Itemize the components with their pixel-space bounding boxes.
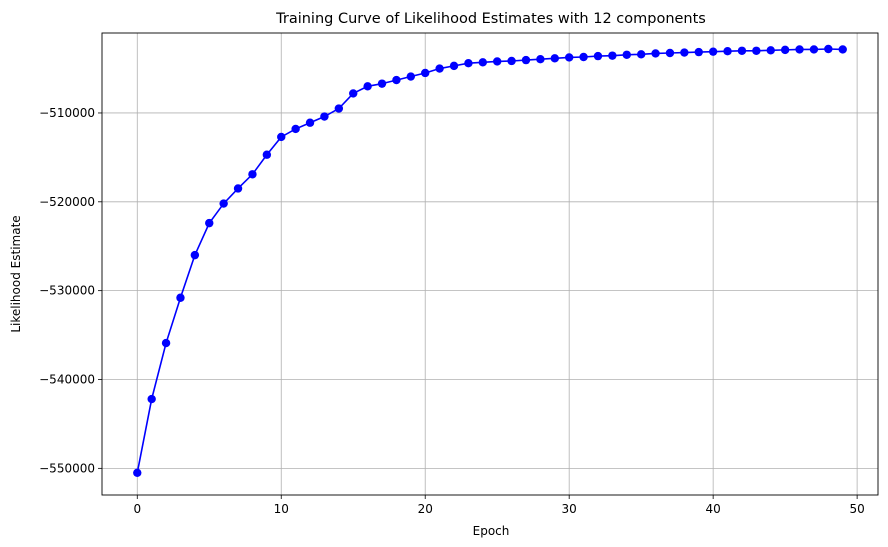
data-point <box>334 104 344 113</box>
y-axis-label: Likelihood Estimate <box>9 215 23 332</box>
data-point <box>507 56 516 66</box>
data-point <box>248 170 257 179</box>
data-point <box>665 48 675 58</box>
data-point <box>277 132 286 142</box>
data-point <box>377 79 387 88</box>
data-point <box>579 52 588 62</box>
data-point <box>550 54 559 63</box>
data-point <box>349 89 358 98</box>
chart-title: Training Curve of Likelihood Estimates w… <box>275 11 706 27</box>
data-point <box>262 150 272 159</box>
x-tick-label: 50 <box>849 502 864 516</box>
data-point <box>564 53 574 62</box>
data-point <box>492 57 502 66</box>
data-point <box>435 64 444 73</box>
series-layer <box>133 44 847 477</box>
data-point <box>161 338 171 348</box>
y-tick-label: −510000 <box>39 106 95 120</box>
data-point <box>752 46 761 55</box>
y-tick-label: −530000 <box>39 284 95 298</box>
data-point <box>219 199 228 208</box>
data-point <box>536 55 545 64</box>
data-point <box>320 112 329 121</box>
axes-frame <box>101 32 879 496</box>
data-point <box>478 58 488 67</box>
data-point <box>176 293 185 302</box>
grid-lines <box>102 33 878 495</box>
x-tick-label: 10 <box>274 502 289 516</box>
data-point <box>392 75 401 85</box>
data-point <box>291 124 300 134</box>
data-point <box>521 55 531 65</box>
data-point <box>622 50 631 59</box>
data-point <box>694 47 703 57</box>
y-tick-label: −540000 <box>39 373 95 387</box>
data-point <box>608 51 617 60</box>
x-tick-label: 20 <box>418 502 433 516</box>
data-point <box>133 468 142 477</box>
data-point <box>680 48 689 57</box>
data-point <box>708 47 718 56</box>
x-tick-label: 0 <box>133 502 141 516</box>
x-tick-label: 30 <box>562 502 577 516</box>
data-point <box>766 46 775 55</box>
data-point <box>421 68 430 78</box>
data-point <box>809 45 819 54</box>
plot-frame <box>101 32 879 496</box>
data-point <box>449 61 459 71</box>
data-point <box>363 82 372 91</box>
data-point <box>205 218 214 228</box>
data-point <box>233 184 243 193</box>
y-tick-label: −550000 <box>39 461 95 475</box>
data-point <box>406 72 416 81</box>
data-point <box>464 59 473 68</box>
x-axis-label: Epoch <box>473 524 510 538</box>
tick-layer: 0 10 20 30 40 50 −550000 −540000 −530000 −520000 −… <box>39 106 865 516</box>
x-tick-label: 40 <box>706 502 721 516</box>
data-point <box>593 51 603 61</box>
data-point <box>737 46 747 55</box>
y-tick-label: −520000 <box>39 195 95 209</box>
data-point <box>780 45 790 55</box>
data-point <box>824 44 833 54</box>
data-point <box>723 47 732 56</box>
data-point <box>636 50 646 59</box>
data-point <box>838 45 847 54</box>
data-point <box>795 45 804 54</box>
series-line <box>136 48 843 473</box>
data-point <box>651 49 660 58</box>
data-point <box>190 250 200 260</box>
data-point <box>147 394 156 404</box>
data-point <box>305 118 315 127</box>
